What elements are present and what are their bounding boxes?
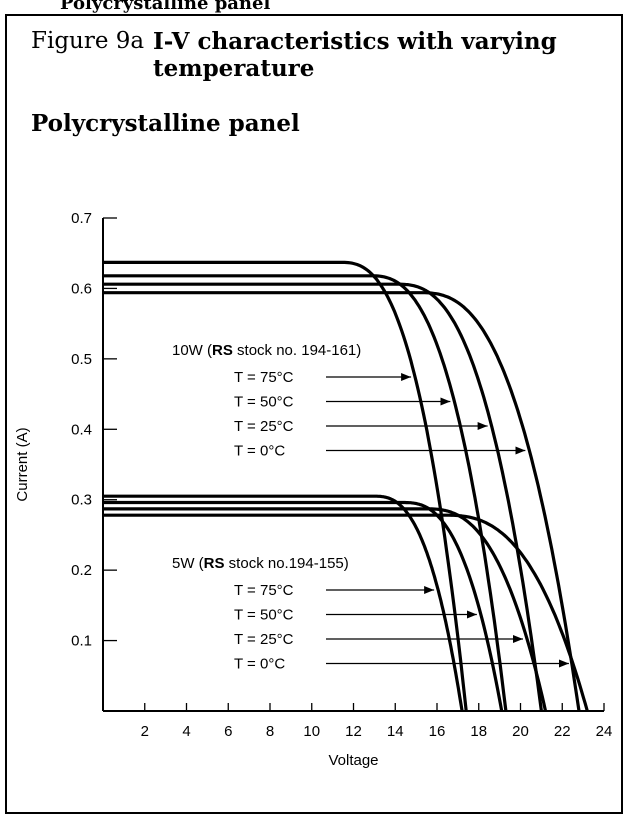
iv-curve [103,494,464,712]
cut-off-heading: Polycrystalline panel [60,0,271,14]
series-label: T = 0°C [234,656,285,673]
y-tick-label: 0.5 [71,351,92,368]
iv-curve [103,274,508,712]
series-label: T = 75°C [234,582,294,599]
x-tick-label: 12 [345,723,362,740]
y-tick-label: 0.3 [71,492,92,509]
series-label: T = 50°C [234,394,294,411]
y-tick-label: 0.6 [71,280,92,297]
figure-number: Figure 9a [31,28,145,54]
iv-curve [103,291,581,712]
iv-curve [103,500,504,712]
x-tick-label: 8 [266,723,274,740]
x-tick-label: 24 [596,723,613,740]
x-tick-label: 18 [470,723,487,740]
iv-curve [103,513,589,712]
y-tick-label: 0.4 [71,421,92,438]
iv-curve [103,507,548,712]
y-axis-title: Current (A) [14,427,31,501]
y-tick-label: 0.1 [71,633,92,650]
x-tick-label: 20 [512,723,529,740]
series-label: T = 25°C [234,631,294,648]
series-label: T = 75°C [234,369,294,386]
iv-curve [103,260,468,712]
figure-subtitle: Polycrystalline panel [31,110,300,137]
group-label: 5W (RS stock no.194-155) [172,555,349,572]
y-tick-label: 0.2 [71,562,92,579]
series-label: T = 0°C [234,443,285,460]
x-tick-label: 2 [141,723,149,740]
x-tick-label: 4 [182,723,190,740]
series-label: T = 50°C [234,607,294,624]
group-label: 10W (RS stock no. 194-161) [172,342,361,359]
figure-title: I-V characteristics with varying tempera… [153,28,557,82]
series-label: T = 25°C [234,418,294,435]
x-tick-label: 10 [303,723,320,740]
x-axis-title: Voltage [328,752,378,769]
x-tick-label: 14 [387,723,404,740]
x-tick-label: 6 [224,723,232,740]
y-tick-label: 0.7 [71,210,92,227]
x-tick-label: 22 [554,723,571,740]
x-tick-label: 16 [429,723,446,740]
